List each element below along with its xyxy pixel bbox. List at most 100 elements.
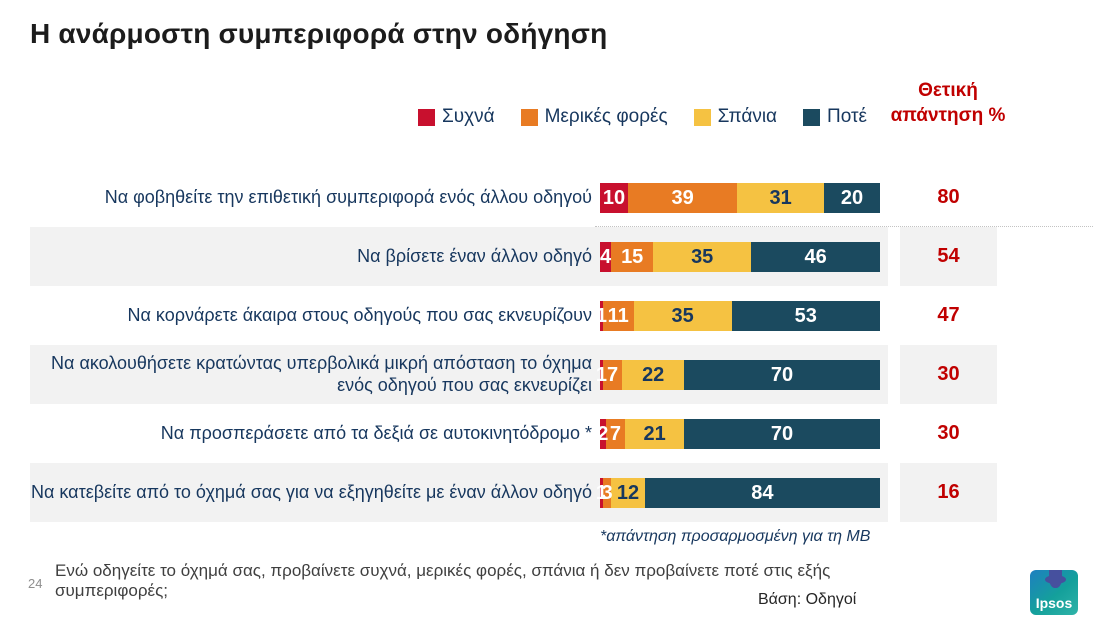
ipsos-logo-emblem-icon	[1045, 570, 1066, 588]
bar-segment-value: 1	[595, 304, 607, 327]
bar-segment-value: 20	[840, 186, 864, 209]
bar-segment-value: 4	[600, 245, 612, 268]
row-separator-line	[595, 226, 1093, 227]
row-gap	[888, 227, 900, 286]
row-main: Να προσπεράσετε από τα δεξιά σε αυτοκινη…	[30, 404, 888, 463]
positive-value: 16	[900, 463, 997, 522]
bar-segment: 39	[628, 182, 738, 213]
bar-segment-value: 7	[607, 363, 619, 386]
legend-label: Ποτέ	[827, 106, 868, 127]
legend-swatch-icon	[803, 108, 821, 126]
stacked-bar: 1 11 35 53	[596, 300, 880, 331]
row-label: Να κορνάρετε άκαιρα στους οδηγούς που σα…	[127, 304, 592, 325]
row-label: Να βρίσετε έναν άλλον οδηγό	[357, 245, 592, 266]
bar-segment-value: 11	[607, 304, 629, 327]
bar-segment-value: 1	[595, 481, 607, 504]
bar-segment: 35	[653, 241, 752, 272]
base-label: Βάση: Οδηγοί	[758, 591, 857, 608]
positive-value: 30	[937, 422, 960, 444]
row-gap	[888, 345, 900, 404]
survey-question: Ενώ οδηγείτε το όχημά σας, προβαίνετε συ…	[55, 561, 831, 600]
stacked-bar: 1 3 12 84	[596, 477, 880, 508]
legend-item: Μερικές φορές	[520, 106, 668, 128]
bar-segment-value: 84	[751, 481, 774, 504]
legend-label: Συχνά	[442, 106, 495, 127]
bar-segment: 1	[596, 300, 607, 331]
bar-segment: 70	[683, 359, 880, 390]
bar-segment: 35	[633, 300, 732, 331]
positive-value: 80	[937, 186, 960, 208]
chart-row: Να φοβηθείτε την επιθετική συμπεριφορά ε…	[30, 168, 997, 227]
bar-segment-value: 2	[597, 422, 609, 445]
bar-segment-value: 46	[804, 245, 827, 268]
row-gap	[888, 404, 900, 463]
positive-value: 47	[937, 304, 960, 326]
row-main: Να ακολουθήσετε κρατώντας υπερβολικά μικ…	[30, 345, 888, 404]
legend-item: Σπάνια	[693, 106, 778, 128]
slide-title: Η ανάρμοστη συμπεριφορά στην οδήγηση	[30, 18, 608, 49]
legend-swatch-icon	[520, 108, 538, 126]
bar-segment-value: 1	[595, 363, 607, 386]
row-label: Να προσπεράσετε από τα δεξιά σε αυτοκινη…	[160, 422, 592, 443]
row-main: Να κορνάρετε άκαιρα στους οδηγούς που σα…	[30, 286, 888, 345]
ipsos-logo-text: Ipsos	[1035, 595, 1073, 611]
bar-segment: 12	[611, 477, 645, 508]
row-gap	[888, 463, 900, 522]
positive-value: 54	[900, 227, 997, 286]
row-label: Να ακολουθήσετε κρατώντας υπερβολικά μικ…	[51, 352, 592, 395]
legend-item: Ποτέ	[803, 106, 867, 128]
bar-segment: 1	[596, 477, 607, 508]
bar-segment: 15	[611, 241, 654, 272]
legend-label: Σπάνια	[717, 106, 778, 127]
ipsos-logo: Ipsos	[1030, 570, 1078, 615]
bar-segment-value: 35	[671, 304, 694, 327]
bar-segment: 10	[600, 182, 628, 213]
bar-segment-value: 21	[643, 422, 666, 445]
chart-row: Να βρίσετε έναν άλλον οδηγό 4 15 35 46 54	[30, 227, 997, 286]
row-gap	[888, 168, 900, 227]
bar-segment-value: 35	[691, 245, 714, 268]
bar-segment: 53	[731, 300, 880, 331]
bar-segment-value: 12	[616, 481, 640, 504]
bar-segment-value: 22	[642, 363, 665, 386]
legend-swatch-icon	[418, 108, 435, 126]
bar-segment-value: 31	[769, 186, 792, 209]
row-label: Να φοβηθείτε την επιθετική συμπεριφορά ε…	[104, 186, 592, 207]
bar-segment: 7	[602, 359, 623, 390]
bar-segment: 84	[644, 477, 880, 508]
positive-value: 30	[900, 345, 997, 404]
bar-segment: 21	[625, 418, 684, 449]
chart-row: Να ακολουθήσετε κρατώντας υπερβολικά μικ…	[30, 345, 997, 404]
legend-item: Συχνά	[418, 106, 495, 128]
bar-segment: 1	[596, 359, 607, 390]
footnote: *απάντηση προσαρμοσμένη για τη ΜΒ	[600, 528, 871, 545]
stacked-bar: 4 15 35 46	[600, 241, 880, 272]
bar-segment: 22	[622, 359, 684, 390]
bar-segment: 70	[683, 418, 880, 449]
bar-segment: 3	[601, 477, 613, 508]
chart-row: Να κατεβείτε από το όχημά σας για να εξη…	[30, 463, 997, 522]
bar-segment-value: 70	[770, 363, 794, 386]
chart-row: Να προσπεράσετε από τα δεξιά σε αυτοκινη…	[30, 404, 997, 463]
bar-segment: 7	[605, 418, 626, 449]
bar-segment: 20	[823, 182, 880, 213]
stacked-bar: 1 7 22 70	[596, 359, 880, 390]
row-label: Να κατεβείτε από το όχημά σας για να εξη…	[30, 481, 592, 502]
row-gap	[888, 286, 900, 345]
row-main: Να κατεβείτε από το όχημά σας για να εξη…	[30, 463, 888, 522]
bar-segment: 4	[600, 241, 612, 272]
bar-segment-value: 10	[602, 186, 626, 209]
bar-segment: 2	[597, 418, 609, 449]
stacked-bar: 10 39 31 20	[600, 182, 880, 213]
bar-segment-value: 53	[794, 304, 817, 327]
positive-answer-header: Θετική απάντηση %	[890, 80, 1006, 127]
bar-segment-value: 7	[609, 422, 621, 445]
chart-rows: Να φοβηθείτε την επιθετική συμπεριφορά ε…	[30, 168, 997, 522]
bar-segment-value: 70	[770, 422, 794, 445]
chart-row: Να κορνάρετε άκαιρα στους οδηγούς που σα…	[30, 286, 997, 345]
bar-segment-value: 15	[621, 245, 644, 268]
page-number: 24	[28, 576, 43, 591]
chart-legend: Συχνά Μερικές φορές Σπάνια Ποτέ	[418, 106, 867, 128]
bar-segment: 31	[737, 182, 824, 213]
